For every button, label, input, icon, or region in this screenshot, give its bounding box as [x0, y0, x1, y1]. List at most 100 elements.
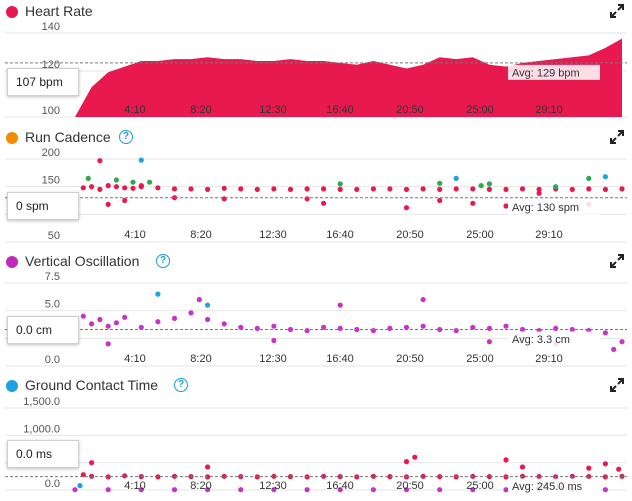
panel-header: Ground Contact Time ? — [0, 374, 632, 396]
heart-rate-panel: Heart Rate 140 120 100 4:10 8:20 12:30 16:40 20… — [0, 0, 632, 124]
data-point — [437, 180, 443, 186]
data-point — [602, 174, 609, 180]
data-point — [221, 196, 227, 202]
data-point — [536, 474, 542, 480]
current-value-box: 0.0 ms — [7, 440, 79, 468]
data-point — [437, 326, 443, 333]
data-point — [470, 487, 476, 493]
run-cadence-chart[interactable]: 200150100504:108:2012:3016:4020:5025:002… — [0, 148, 632, 248]
help-icon[interactable]: ? — [174, 378, 188, 392]
data-point — [105, 341, 111, 347]
average-label: Avg: 130 spm — [512, 202, 579, 214]
x-tick-label: 29:10 — [535, 229, 563, 241]
data-point — [453, 186, 459, 192]
data-point — [337, 302, 343, 308]
data-point — [138, 183, 144, 189]
data-point — [486, 474, 492, 480]
help-icon[interactable]: ? — [156, 254, 170, 268]
data-point — [602, 330, 609, 336]
panel-header: Heart Rate — [0, 0, 632, 22]
data-point — [478, 183, 484, 189]
y-tick-label: 100 — [42, 105, 60, 117]
average-label: Avg: 3.3 cm — [512, 334, 570, 346]
data-point — [171, 195, 178, 201]
panel-header: Run Cadence ? — [0, 126, 632, 148]
expand-icon[interactable] — [610, 378, 624, 392]
data-point — [337, 325, 343, 331]
data-point — [304, 328, 310, 334]
data-point — [138, 487, 144, 493]
data-point — [321, 186, 327, 192]
data-point — [196, 297, 202, 303]
x-tick-label: 4:10 — [124, 104, 145, 116]
panel-title: Ground Contact Time — [25, 377, 159, 393]
data-point — [155, 185, 161, 191]
data-point — [437, 474, 443, 480]
data-point — [80, 313, 86, 319]
average-label: Avg: 129 bpm — [512, 67, 580, 79]
data-point — [85, 175, 91, 181]
y-tick-label: 7.5 — [45, 272, 60, 283]
x-tick-label: 25:00 — [466, 480, 494, 492]
data-point — [171, 487, 178, 493]
data-point — [72, 487, 78, 493]
data-point — [138, 157, 144, 163]
data-point — [271, 473, 277, 479]
panel-title: Vertical Oscillation — [25, 253, 140, 269]
data-point — [80, 185, 86, 191]
ground-contact-time-panel: Ground Contact Time ? 1,500.01,000.0500.… — [0, 374, 632, 501]
data-point — [271, 487, 277, 493]
data-point — [337, 181, 343, 187]
help-icon[interactable]: ? — [119, 130, 133, 144]
x-tick-label: 25:00 — [466, 353, 494, 365]
current-value-box: 0.0 cm — [7, 316, 79, 344]
data-point — [287, 186, 294, 192]
x-tick-label: 12:30 — [259, 104, 287, 116]
x-tick-label: 12:30 — [259, 353, 287, 365]
data-point — [387, 325, 393, 331]
data-point — [503, 186, 509, 192]
data-point — [271, 337, 277, 344]
data-point — [553, 184, 559, 190]
data-point — [97, 186, 103, 192]
data-point — [602, 487, 609, 493]
x-tick-label: 16:40 — [326, 353, 354, 365]
data-point — [304, 186, 310, 192]
y-tick-label: 0.0 — [45, 354, 60, 366]
data-point — [611, 346, 617, 352]
data-point — [370, 487, 376, 493]
expand-icon[interactable] — [610, 130, 624, 144]
data-point — [619, 339, 625, 345]
y-tick-label: 1,500.0 — [23, 396, 60, 408]
ground-contact-time-chart[interactable]: 1,500.01,000.0500.00.04:108:2012:3016:40… — [0, 396, 632, 501]
data-point — [354, 186, 360, 192]
data-point — [80, 472, 86, 478]
data-point — [337, 487, 343, 493]
data-point — [403, 324, 410, 330]
data-point — [113, 177, 119, 183]
data-point — [619, 186, 625, 192]
expand-icon[interactable] — [610, 4, 624, 18]
run-cadence-panel: Run Cadence ? 200150100504:108:2012:3016… — [0, 126, 632, 248]
data-point — [147, 179, 153, 185]
x-tick-label: 8:20 — [190, 104, 211, 116]
data-point — [77, 483, 83, 489]
data-point — [420, 297, 426, 303]
data-point — [470, 200, 476, 206]
x-tick-label: 4:10 — [124, 229, 145, 241]
average-label-box — [508, 64, 600, 80]
data-point — [470, 186, 476, 192]
data-point — [536, 190, 542, 196]
data-point — [238, 324, 244, 330]
vertical-oscillation-chart[interactable]: 7.55.02.50.04:108:2012:3016:4020:5025:00… — [0, 272, 632, 372]
data-point — [470, 324, 476, 330]
data-point — [130, 185, 136, 191]
data-point — [420, 323, 426, 329]
data-point — [602, 186, 609, 192]
expand-icon[interactable] — [610, 254, 624, 268]
x-tick-label: 16:40 — [326, 229, 354, 241]
data-point — [387, 474, 393, 480]
data-point — [89, 460, 95, 466]
x-tick-label: 12:30 — [259, 480, 287, 492]
